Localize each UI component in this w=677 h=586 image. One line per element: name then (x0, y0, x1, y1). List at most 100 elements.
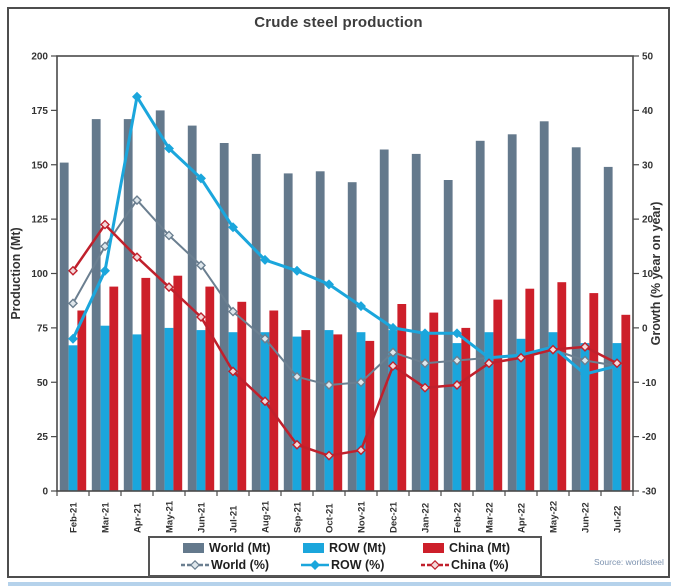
marker-row-feb-21 (68, 333, 78, 344)
marker-world-jun-21 (196, 260, 206, 271)
legend-item-china-mt: China (Mt) (420, 541, 540, 555)
left-tick-label: 50 (37, 378, 49, 389)
x-tick-label: Oct-21 (325, 503, 336, 533)
bar-row-mt-aug-21 (260, 332, 270, 491)
bar-world-mt-jan-22 (411, 153, 421, 491)
marker-row-mar-21 (100, 265, 110, 276)
bar-row-mt-jun-22 (580, 343, 590, 491)
bar-china-mt-dec-21 (397, 304, 407, 491)
marker-china-jul-21 (228, 366, 238, 377)
bar-china-mt-jul-22 (621, 314, 631, 491)
bar-world-mt-jul-22 (603, 166, 613, 491)
bar-row-mt-may-22 (548, 332, 558, 491)
x-tick-label: Jan-22 (421, 503, 432, 533)
bar-row-mt-apr-21 (132, 334, 142, 491)
left-axis-title: Production (Mt) (9, 227, 23, 319)
bar-row-mt-jul-22 (612, 343, 622, 491)
right-axis-title: Growth (% year on year) (649, 202, 663, 346)
marker-china-may-22 (548, 344, 558, 355)
bar-china-mt-jul-21 (237, 301, 247, 491)
left-tick-label: 75 (37, 323, 49, 334)
marker-row-nov-21 (356, 301, 366, 312)
left-tick-label: 175 (31, 106, 48, 117)
bar-row-mt-feb-21 (68, 345, 78, 491)
bar-row-mt-jul-21 (228, 332, 238, 491)
bar-world-mt-jul-21 (219, 143, 229, 491)
bar-row-mt-apr-22 (516, 338, 526, 492)
marker-row-aug-21 (260, 254, 270, 265)
legend-swatch-china-pct (421, 560, 449, 571)
marker-row-feb-22 (452, 328, 462, 339)
bar-row-mt-mar-22 (484, 332, 494, 491)
bar-china-mt-nov-21 (365, 340, 375, 491)
right-tick-label: -10 (642, 378, 657, 389)
marker-world-jul-21 (228, 306, 238, 317)
legend-swatch-world-pct (181, 560, 209, 571)
x-tick-label: Mar-22 (485, 502, 496, 533)
marker-china-mar-21 (100, 219, 110, 230)
marker-china-apr-21 (132, 252, 142, 263)
legend-label-row-pct: ROW (%) (331, 558, 385, 573)
legend-item-china-pct: China (%) (420, 558, 540, 572)
bar-china-mt-jun-22 (589, 293, 599, 491)
bar-china-mt-mar-22 (493, 299, 503, 491)
bar-world-mt-feb-22 (443, 180, 453, 491)
marker-row-jul-21 (228, 222, 238, 233)
marker-row-jan-22 (420, 328, 430, 339)
bar-china-mt-feb-22 (461, 327, 471, 491)
bar-row-mt-feb-22 (452, 343, 462, 491)
x-tick-label: Jun-21 (197, 502, 208, 533)
legend-swatch-world-mt (183, 542, 204, 553)
marker-row-may-21 (164, 143, 174, 154)
marker-china-aug-21 (260, 396, 270, 407)
bar-world-mt-sep-21 (283, 173, 293, 491)
marker-row-jun-21 (196, 173, 206, 184)
chart-title: Crude steel production (254, 14, 423, 31)
bar-china-mt-oct-21 (333, 334, 343, 491)
marker-china-may-21 (164, 282, 174, 293)
legend-item-world-pct: World (%) (180, 558, 300, 572)
x-tick-label: Jun-22 (581, 502, 592, 533)
bar-world-mt-oct-21 (315, 171, 325, 492)
x-tick-label: Apr-22 (517, 503, 528, 533)
line-world (72, 199, 618, 386)
legend-swatch-row-pct (301, 560, 329, 571)
marker-world-may-21 (164, 230, 174, 241)
left-tick-label: 0 (42, 487, 48, 498)
x-tick-label: Feb-21 (69, 502, 80, 533)
right-tick-label: -30 (642, 487, 657, 498)
bar-china-mt-may-21 (173, 275, 183, 491)
marker-china-feb-22 (452, 379, 462, 390)
marker-china-jun-22 (580, 341, 590, 352)
bar-row-mt-jun-21 (196, 330, 206, 491)
marker-world-apr-21 (132, 195, 142, 206)
bar-world-mt-apr-22 (507, 134, 517, 492)
bar-world-mt-apr-21 (123, 119, 133, 491)
bar-china-mt-jun-21 (205, 286, 215, 491)
left-tick-label: 125 (31, 215, 48, 226)
marker-china-jan-22 (420, 382, 430, 393)
x-tick-label: Feb-22 (453, 502, 464, 533)
source-label: Source: worldsteel (594, 557, 664, 567)
right-tick-label: 50 (642, 52, 654, 63)
marker-row-dec-21 (388, 322, 398, 333)
bar-world-mt-may-22 (539, 121, 549, 492)
legend-item-row-pct: ROW (%) (300, 558, 420, 572)
marker-world-jun-22 (580, 355, 590, 366)
marker-china-nov-21 (356, 445, 366, 456)
bar-world-mt-nov-21 (347, 182, 357, 491)
bar-row-mt-nov-21 (356, 332, 366, 491)
marker-china-dec-21 (388, 360, 398, 371)
bar-china-mt-may-22 (557, 282, 567, 491)
right-tick-label: 0 (642, 323, 648, 334)
right-tick-label: -20 (642, 432, 657, 443)
bar-row-mt-jan-22 (420, 332, 430, 491)
bar-china-mt-feb-21 (77, 310, 87, 491)
x-tick-label: Jul-22 (613, 506, 624, 533)
bar-world-mt-aug-21 (251, 153, 261, 491)
right-tick-label: 40 (642, 106, 654, 117)
line-row (71, 95, 618, 376)
legend-label-world-pct: World (%) (211, 558, 270, 573)
bar-china-mt-jan-22 (429, 312, 439, 491)
